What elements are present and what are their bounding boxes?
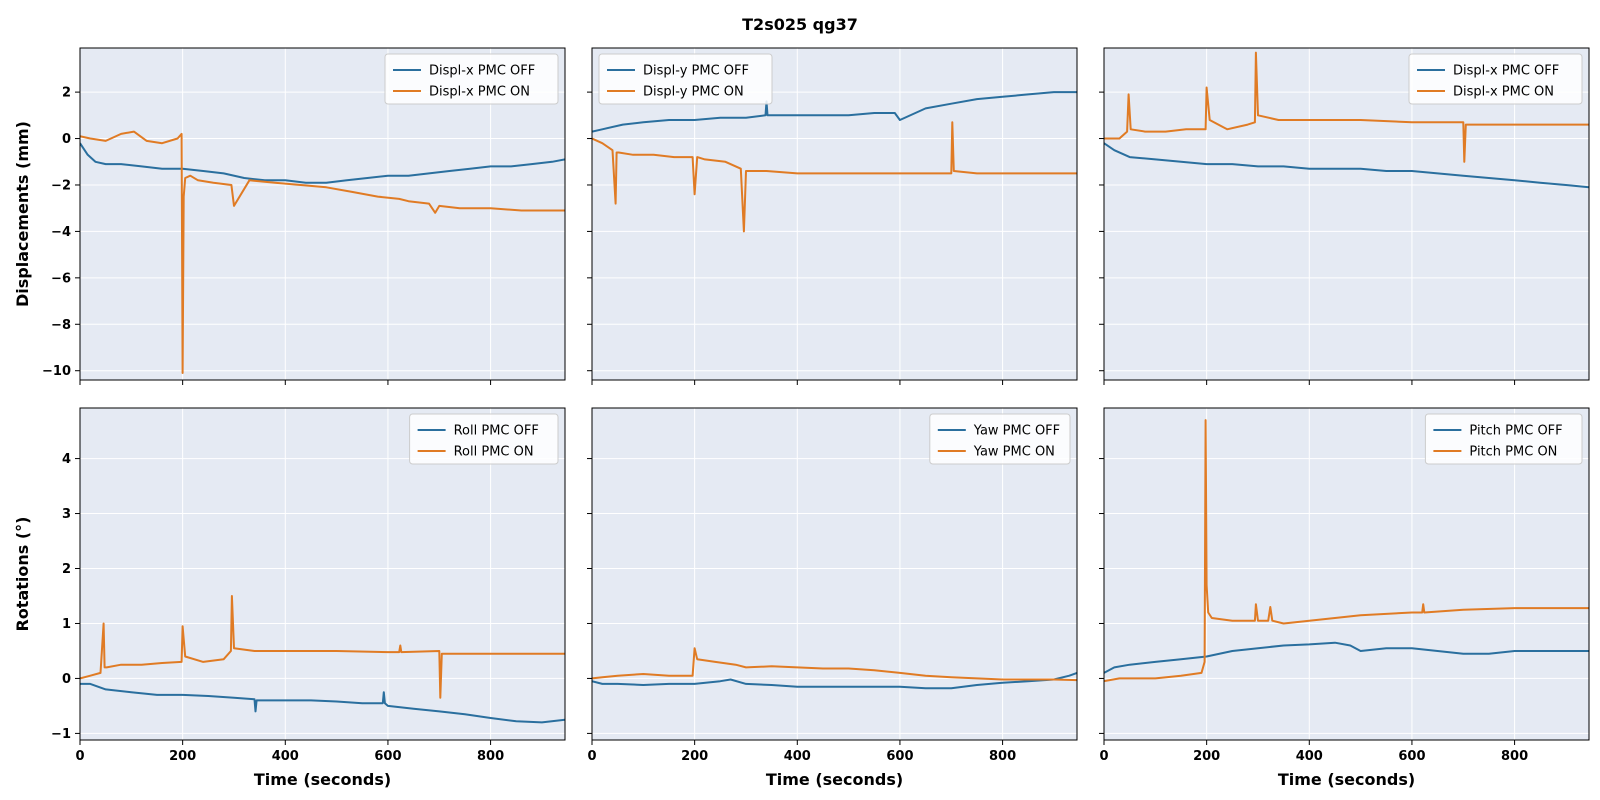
legend: Pitch PMC OFF Pitch PMC ON [1424,413,1583,465]
x-axis-title: Time (seconds) [1278,770,1415,789]
x-tick-label: 200 [169,749,196,764]
series-group [1104,51,1589,189]
y-tick-label: −8 [51,318,71,333]
x-axis-title: Time (seconds) [766,770,903,789]
legend-label: Roll PMC OFF [454,424,539,439]
legend-box [1424,413,1583,465]
legend-box [409,413,559,465]
x-tick-label: 0 [587,749,596,764]
legend-label: Displ-y PMC OFF [643,64,749,79]
y-tick-label: −1 [51,727,71,742]
x-tick-label: 600 [886,749,913,764]
x-tick-label: 400 [272,749,299,764]
y-tick-label: −2 [51,178,71,193]
series-line-displ-x-pmc-on [80,130,565,374]
x-tick-label: 400 [784,749,811,764]
y-tick-label: 3 [62,507,71,522]
series-group [80,130,565,374]
figure-title: T2s025 qg37 [742,15,858,34]
y-tick-label: 4 [62,452,71,467]
legend-label: Pitch PMC OFF [1469,424,1562,439]
series-line-displ-y-pmc-on [592,121,1077,233]
y-tick-label: 0 [62,672,71,687]
panel-top-center: Displ-y PMC OFF Displ-y PMC ON [587,47,1078,385]
legend-label: Displ-x PMC OFF [1453,64,1559,79]
y-tick-label: 0 [62,132,71,147]
series-group [592,91,1077,233]
series-line-pitch-pmc-on [1104,419,1589,683]
axes-frame [79,407,566,741]
x-axis-title: Time (seconds) [254,770,391,789]
x-tick-label: 200 [681,749,708,764]
y-tick-label: −4 [51,225,71,240]
series-line-pitch-pmc-off [1104,641,1589,674]
y-tick-label: 2 [62,562,71,577]
series-line-yaw-pmc-off [592,671,1077,690]
panel-bottom-left: 0 200 400 600 800 −1 0 1 2 3 4 Time (seconds) Rotati… [13,407,566,789]
series-line-displ-x-pmc-off [80,142,565,184]
legend: Displ-x PMC OFF Displ-x PMC ON [1408,53,1583,105]
panel-bottom-right: 0 200 400 600 800 Time (seconds) Pitch PMC OFF… [1099,407,1590,789]
series-group [1104,419,1589,683]
axes-frame [591,407,1078,741]
series-line-displ-x-pmc-on [1104,51,1589,163]
y-tick-label: −10 [42,364,71,379]
axes-frame [1103,47,1590,381]
x-tick-label: 800 [989,749,1016,764]
series-group [592,647,1077,690]
y-tick-label: 2 [62,86,71,101]
legend-label: Roll PMC ON [454,445,534,460]
legend-label: Displ-x PMC ON [429,85,530,100]
axes-frame [591,47,1078,381]
axes-frame [79,47,566,381]
series-line-roll-pmc-on [80,595,565,699]
x-tick-label: 0 [1099,749,1108,764]
y-tick-label: 1 [62,617,71,632]
panel-top-right: Displ-x PMC OFF Displ-x PMC ON [1099,47,1590,385]
y-tick-label: −6 [51,271,71,286]
y-axis-title: Rotations (°) [13,517,32,632]
series-line-displ-y-pmc-off [592,91,1077,133]
legend-box [598,53,773,105]
series-group [80,595,565,724]
legend-box [384,53,559,105]
legend-label: Displ-x PMC OFF [429,64,535,79]
legend-label: Yaw PMC OFF [973,424,1060,439]
legend-box [1408,53,1583,105]
x-tick-label: 800 [477,749,504,764]
x-tick-label: 200 [1193,749,1220,764]
series-line-roll-pmc-off [80,682,565,724]
x-tick-label: 600 [1398,749,1425,764]
series-line-yaw-pmc-on [592,647,1077,682]
x-tick-label: 600 [374,749,401,764]
legend-label: Yaw PMC ON [973,445,1055,460]
axes-frame [1103,407,1590,741]
panel-top-left: −10 −8 −6 −4 −2 0 2 Displacements (mm) Displ-x P… [13,47,566,385]
x-tick-label: 400 [1296,749,1323,764]
legend-label: Displ-y PMC ON [643,85,744,100]
legend: Displ-x PMC OFF Displ-x PMC ON [384,53,559,105]
x-tick-label: 0 [75,749,84,764]
x-tick-label: 800 [1501,749,1528,764]
legend: Yaw PMC OFF Yaw PMC ON [929,413,1071,465]
series-line-displ-x-pmc-off [1104,142,1589,189]
legend: Roll PMC OFF Roll PMC ON [409,413,559,465]
legend-label: Pitch PMC ON [1469,445,1557,460]
y-axis-title: Displacements (mm) [13,121,32,307]
legend: Displ-y PMC OFF Displ-y PMC ON [598,53,773,105]
legend-label: Displ-x PMC ON [1453,85,1554,100]
